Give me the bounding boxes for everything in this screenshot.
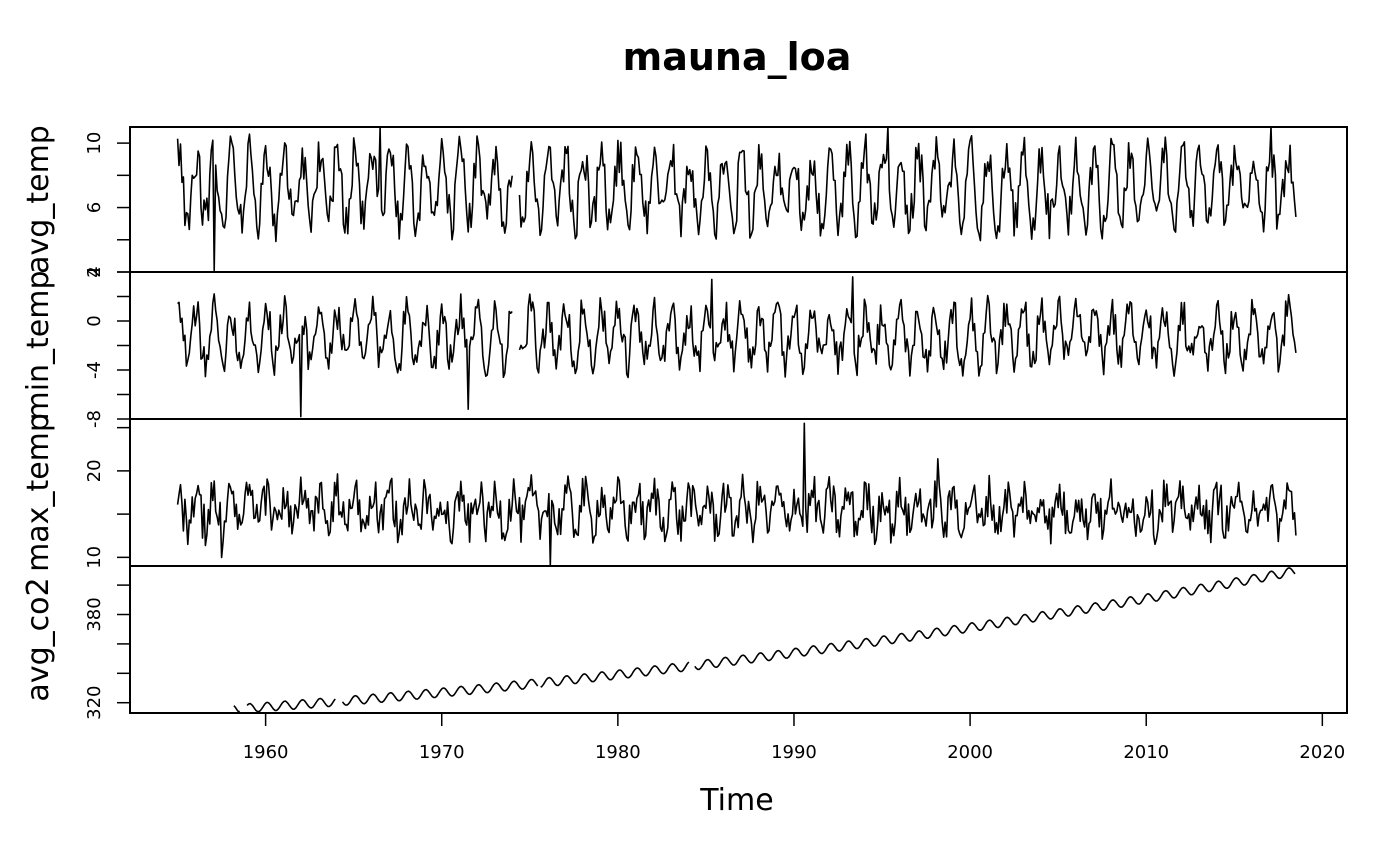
panel-max-temp: 10 20 max_temp xyxy=(21,413,1348,572)
y-tick-label: 4 xyxy=(84,266,105,277)
y-tick-label: -8 xyxy=(84,410,105,428)
y-tick-label: 380 xyxy=(84,597,105,631)
y-tick-label: 20 xyxy=(84,459,105,482)
x-axis: 1960 1970 1980 1990 2000 2010 2020 xyxy=(243,712,1345,763)
y-tick-label: -4 xyxy=(84,361,105,379)
x-tick-label: 2000 xyxy=(947,742,993,763)
x-tick-label: 1990 xyxy=(771,742,817,763)
x-axis-label: Time xyxy=(699,783,773,818)
chart-title: mauna_loa xyxy=(623,35,852,79)
x-tick-label: 1980 xyxy=(595,742,641,763)
panel-frame xyxy=(129,565,1348,714)
panel-avg-co2: 320 380 avg_co2 xyxy=(21,565,1348,720)
x-tick-label: 2010 xyxy=(1123,742,1169,763)
panel-ylabel: max_temp xyxy=(21,413,56,572)
y-tick-label: 10 xyxy=(84,132,105,155)
x-tick-label: 1960 xyxy=(243,742,289,763)
y-tick-label: 2 xyxy=(84,266,105,277)
x-tick-label: 2020 xyxy=(1299,742,1345,763)
panel-min-temp: -8 -4 0 4 min_temp xyxy=(21,266,1348,428)
series-line-avg-co2 xyxy=(233,567,1296,713)
x-tick-label: 1970 xyxy=(419,742,465,763)
series-line-max-temp xyxy=(176,422,1297,566)
panel-ylabel: avg_co2 xyxy=(21,577,56,701)
y-tick-label: 0 xyxy=(84,315,105,326)
y-tick-label: 10 xyxy=(84,546,105,569)
panel-avg-temp: 2 6 10 avg_temp xyxy=(21,125,1348,278)
y-tick-label: 6 xyxy=(84,202,105,213)
panels: 2610avg_temp-8-404min_temp1020max_temp32… xyxy=(21,125,1348,720)
panel-ylabel: min_temp xyxy=(21,270,56,420)
series-line-min-temp xyxy=(177,276,1297,418)
y-tick-label: 320 xyxy=(84,686,105,720)
series-line-avg-temp xyxy=(176,126,1297,272)
panel-ylabel: avg_temp xyxy=(21,125,56,274)
